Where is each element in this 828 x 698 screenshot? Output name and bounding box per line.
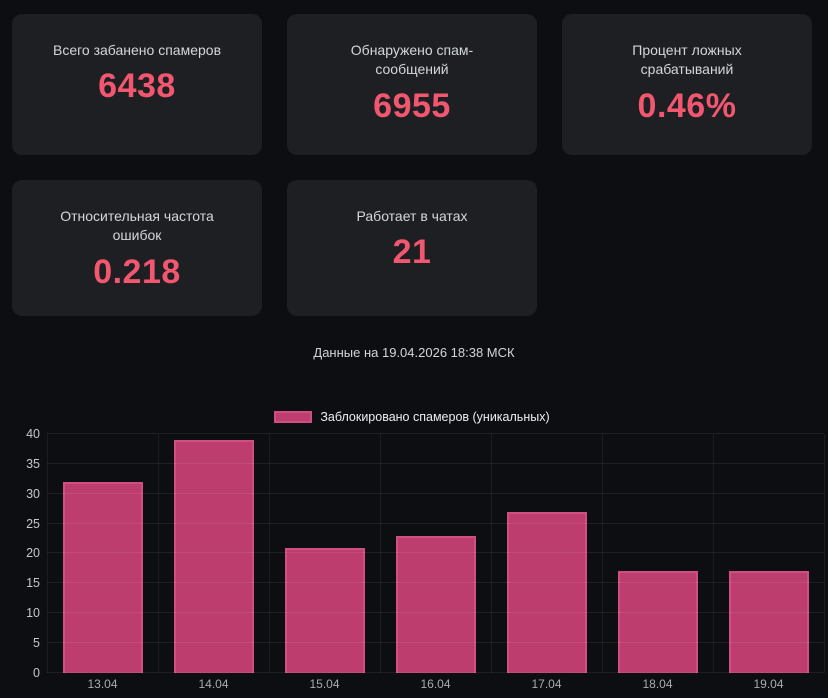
y-tick-label: 10 [26, 606, 40, 620]
bar-19.04[interactable] [729, 571, 809, 673]
gridline-vertical [158, 434, 159, 673]
stat-card-active-chats: Работает в чатах 21 [287, 180, 537, 316]
y-tick-label: 0 [33, 666, 40, 680]
y-tick-label: 35 [26, 457, 40, 471]
stat-card-value: 0.46% [637, 86, 737, 125]
x-tick-label: 13.04 [87, 677, 118, 691]
x-tick-label: 15.04 [309, 677, 340, 691]
gridline-vertical [824, 434, 825, 673]
gridline-horizontal [47, 433, 824, 434]
gridline-vertical [602, 434, 603, 673]
stat-card-spam-detected: Обнаружено спам-сообщений 6955 [287, 14, 537, 155]
stat-card-value: 6955 [373, 86, 451, 125]
gridline-horizontal [47, 642, 824, 643]
stat-card-title: Всего забанено спамеров [53, 42, 221, 58]
footer-strip [0, 693, 828, 698]
bar-14.04[interactable] [174, 440, 254, 673]
bar-18.04[interactable] [618, 571, 698, 673]
stat-card-value: 21 [392, 233, 432, 272]
gridline-horizontal [47, 612, 824, 613]
stat-card-banned-total: Всего забанено спамеров 6438 [12, 14, 262, 155]
y-tick-label: 20 [26, 546, 40, 560]
legend-label: Заблокировано спамеров (уникальных) [320, 410, 550, 424]
stat-card-title: Процент ложных срабатываний [632, 42, 742, 78]
gridline-horizontal [47, 463, 824, 464]
gridline-horizontal [47, 493, 824, 494]
plot-area [47, 433, 825, 673]
stat-card-value: 0.218 [93, 252, 181, 291]
data-timestamp: Данные на 19.04.2026 18:38 МСК [313, 345, 515, 360]
bar-16.04[interactable] [396, 536, 476, 673]
y-tick-label: 25 [26, 517, 40, 531]
x-tick-label: 19.04 [753, 677, 784, 691]
stat-card-false-positive-rate: Процент ложных срабатываний 0.46% [562, 14, 812, 155]
gridline-vertical [269, 434, 270, 673]
bar-15.04[interactable] [285, 548, 365, 673]
gridline-horizontal [47, 552, 824, 553]
chart-legend[interactable]: Заблокировано спамеров (уникальных) [12, 410, 812, 424]
y-tick-label: 15 [26, 576, 40, 590]
gridline-horizontal [47, 672, 824, 673]
x-axis: 13.04 14.04 15.04 16.04 17.04 18.04 19.04 [47, 673, 824, 695]
gridline-horizontal [47, 582, 824, 583]
stat-cards-row-2: Относительная частота ошибок 0.218 Работ… [12, 180, 828, 316]
x-tick-label: 14.04 [198, 677, 229, 691]
y-axis: 0 5 10 15 20 25 30 35 40 [12, 427, 47, 680]
bar-17.04[interactable] [507, 512, 587, 673]
x-tick-label: 16.04 [420, 677, 451, 691]
gridline-vertical [491, 434, 492, 673]
stat-card-title: Относительная частота ошибок [60, 208, 214, 244]
stat-card-value: 6438 [98, 67, 176, 106]
stat-card-relative-error-rate: Относительная частота ошибок 0.218 [12, 180, 262, 316]
gridline-horizontal [47, 523, 824, 524]
y-tick-label: 30 [26, 487, 40, 501]
y-tick-label: 5 [33, 636, 40, 650]
stat-card-title: Работает в чатах [356, 208, 468, 224]
x-tick-label: 18.04 [642, 677, 673, 691]
bar-chart: Заблокировано спамеров (уникальных) 0 5 10… [12, 410, 825, 695]
stat-cards-row-1: Всего забанено спамеров 6438 Обнаружено … [12, 14, 828, 155]
gridline-vertical [47, 434, 48, 673]
legend-swatch [274, 411, 313, 423]
y-tick-label: 40 [26, 427, 40, 441]
stat-card-title: Обнаружено спам-сообщений [350, 42, 474, 78]
bar-13.04[interactable] [63, 482, 143, 673]
gridline-vertical [713, 434, 714, 673]
x-tick-label: 17.04 [531, 677, 562, 691]
gridline-vertical [380, 434, 381, 673]
chart-body: 0 5 10 15 20 25 30 35 40 [12, 427, 825, 680]
